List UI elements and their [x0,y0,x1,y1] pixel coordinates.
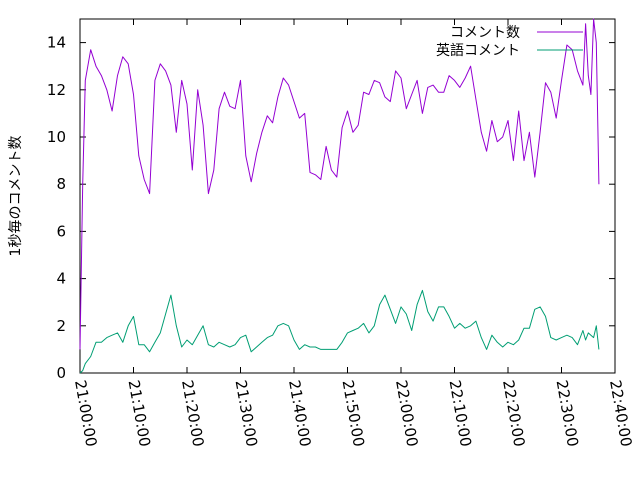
y-tick-label: 12 [47,81,66,99]
y-axis: 0 2 4 6 8 10 12 14 [47,34,615,382]
x-tick-label: 22:40:00 [606,379,635,448]
y-axis-title: 1秒毎のコメント数 [8,136,24,257]
legend-label: コメント数 [450,25,520,41]
x-tick-label: 21:20:00 [178,379,207,448]
legend-label: 英語コメント [436,42,520,59]
y-tick-label: 2 [56,317,66,335]
x-tick-label: 21:40:00 [285,379,314,448]
x-tick-label: 21:30:00 [232,379,261,448]
x-tick-label: 22:20:00 [499,379,528,448]
x-axis: 21:00:00 21:10:00 21:20:00 21:30:00 21:40:00… [71,19,635,448]
x-tick-label: 21:10:00 [125,379,154,448]
y-tick-label: 14 [47,34,66,52]
x-tick-label: 21:00:00 [71,379,100,448]
x-tick-label: 21:50:00 [339,379,368,448]
y-tick-label: 4 [56,270,66,288]
series-line-2 [79,289,600,374]
series-layer [79,18,600,374]
x-tick-label: 22:00:00 [392,379,421,448]
y-tick-label: 6 [56,222,66,240]
x-tick-label: 22:30:00 [553,379,582,448]
plot-frame [79,18,616,374]
y-tick-label: 10 [47,128,66,146]
x-tick-label: 22:10:00 [446,379,475,448]
series-line-1 [79,18,600,350]
y-tick-label: 0 [56,364,66,382]
y-tick-label: 8 [56,175,66,193]
